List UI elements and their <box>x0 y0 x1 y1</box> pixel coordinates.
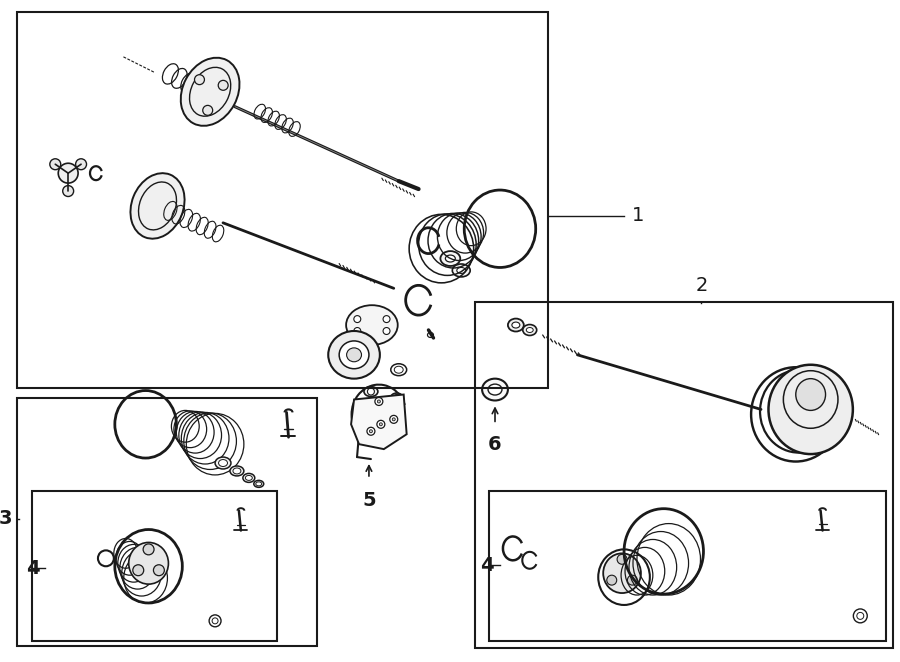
Circle shape <box>354 316 361 322</box>
Text: 2: 2 <box>696 276 707 295</box>
Ellipse shape <box>346 348 362 361</box>
Ellipse shape <box>457 267 465 273</box>
Ellipse shape <box>453 264 470 277</box>
Circle shape <box>194 75 204 85</box>
Ellipse shape <box>230 466 244 476</box>
Bar <box>475 303 893 647</box>
Circle shape <box>58 164 78 183</box>
Circle shape <box>218 80 228 90</box>
Circle shape <box>143 544 154 555</box>
Circle shape <box>377 420 385 428</box>
Ellipse shape <box>482 379 508 401</box>
Ellipse shape <box>394 366 403 373</box>
Circle shape <box>375 397 382 405</box>
Circle shape <box>153 565 165 576</box>
Circle shape <box>380 423 382 426</box>
Ellipse shape <box>215 457 231 469</box>
Text: 4: 4 <box>481 556 494 575</box>
Circle shape <box>209 615 221 627</box>
Circle shape <box>383 316 390 322</box>
Ellipse shape <box>508 318 524 332</box>
Circle shape <box>362 436 368 442</box>
Ellipse shape <box>246 475 252 481</box>
Circle shape <box>607 575 616 585</box>
Text: 5: 5 <box>362 491 376 510</box>
Ellipse shape <box>243 473 255 483</box>
Ellipse shape <box>129 542 168 584</box>
Circle shape <box>50 159 60 169</box>
Circle shape <box>627 575 637 585</box>
Polygon shape <box>351 395 407 449</box>
Text: 6: 6 <box>488 435 502 454</box>
Text: 4: 4 <box>26 559 40 578</box>
Ellipse shape <box>359 435 371 444</box>
Ellipse shape <box>219 459 228 467</box>
Circle shape <box>383 328 390 334</box>
Bar <box>489 491 886 641</box>
Circle shape <box>76 159 86 169</box>
Ellipse shape <box>391 363 407 375</box>
Bar <box>16 397 318 645</box>
Circle shape <box>63 185 74 197</box>
Text: 3: 3 <box>0 509 13 528</box>
Circle shape <box>857 612 864 620</box>
Circle shape <box>377 400 381 403</box>
Circle shape <box>367 427 375 435</box>
Ellipse shape <box>488 384 502 395</box>
Ellipse shape <box>446 255 455 262</box>
Bar <box>16 13 547 387</box>
Circle shape <box>212 618 218 624</box>
Ellipse shape <box>364 387 378 397</box>
Ellipse shape <box>346 305 398 345</box>
Ellipse shape <box>254 481 264 487</box>
Ellipse shape <box>256 482 262 486</box>
Ellipse shape <box>512 322 520 328</box>
Ellipse shape <box>391 393 402 402</box>
Circle shape <box>392 418 395 421</box>
Circle shape <box>390 415 398 423</box>
Circle shape <box>394 395 400 401</box>
Circle shape <box>853 609 868 623</box>
Circle shape <box>133 565 144 576</box>
Circle shape <box>617 554 627 564</box>
Circle shape <box>202 105 212 115</box>
Ellipse shape <box>523 324 536 336</box>
Ellipse shape <box>440 251 460 266</box>
Ellipse shape <box>181 58 239 126</box>
Ellipse shape <box>603 553 641 593</box>
Ellipse shape <box>233 468 241 474</box>
Ellipse shape <box>130 173 184 239</box>
Circle shape <box>369 430 373 433</box>
Circle shape <box>354 328 361 334</box>
Ellipse shape <box>328 331 380 379</box>
Ellipse shape <box>796 379 825 410</box>
Ellipse shape <box>526 328 533 332</box>
Text: 1: 1 <box>632 207 644 225</box>
Ellipse shape <box>339 341 369 369</box>
Circle shape <box>367 388 374 395</box>
Bar <box>32 491 276 641</box>
Ellipse shape <box>769 365 853 454</box>
